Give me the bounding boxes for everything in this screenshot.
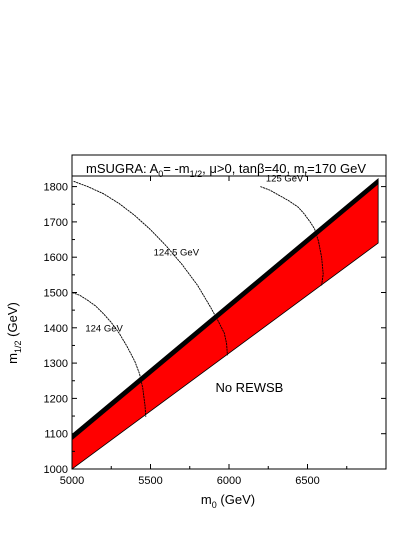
- y-axis-label-main: m: [5, 353, 20, 364]
- x-tick-label: 6000: [217, 475, 241, 487]
- contour-label-3: 125 GeV: [266, 173, 304, 184]
- title-suffix: =170 GeV: [307, 161, 366, 176]
- x-axis-label-unit: (GeV): [217, 492, 255, 507]
- y-axis-label-unit: (GeV): [5, 302, 20, 340]
- y-axis-label-sub: 1/2: [13, 340, 23, 353]
- y-tick-label: 1200: [44, 393, 68, 405]
- x-tick-label: 5000: [60, 475, 84, 487]
- y-tick-label: 1600: [44, 252, 68, 264]
- y-tick-label: 1800: [44, 182, 68, 194]
- title-sub0: 0: [158, 169, 163, 179]
- contour-line-3: [260, 186, 324, 286]
- y-tick-label: 1000: [44, 464, 68, 476]
- chart-title: mSUGRA: A0= -m1/2, μ>0, tanβ=40, mt=170 …: [86, 161, 366, 179]
- y-tick-label: 1300: [44, 358, 68, 370]
- y-tick-label: 1100: [44, 429, 68, 441]
- x-axis-label: m0 (GeV): [201, 492, 255, 510]
- y-tick-label: 1400: [44, 323, 68, 335]
- contour-label-1: 124 GeV: [85, 323, 123, 334]
- title-prefix: mSUGRA: A: [86, 161, 159, 176]
- axes-group: 5000 5500 6000 6500 1000 1100 1200 1300 1400 1500…: [44, 154, 387, 487]
- title-sub2: t: [305, 169, 308, 179]
- y-tick-label: 1700: [44, 217, 68, 229]
- regions-group: [72, 177, 379, 469]
- region-label: No REWSB: [215, 380, 283, 395]
- contour-label-2: 124.5 GeV: [154, 247, 200, 258]
- contours-group: [72, 180, 324, 417]
- y-axis-label: m1/2 (GeV): [5, 302, 23, 364]
- region-boundary-band: [72, 177, 379, 441]
- x-axis-label-sub: 0: [212, 500, 217, 510]
- title-mid1: = -m: [163, 161, 189, 176]
- x-tick-label: 5500: [138, 475, 162, 487]
- contour-labels-group: 124 GeV 124.5 GeV 125 GeV No REWSB: [85, 173, 304, 395]
- y-tick-label: 1500: [44, 287, 68, 299]
- x-tick-label: 6500: [295, 475, 319, 487]
- x-axis-label-main: m: [201, 492, 212, 507]
- title-mid2: , μ>0, tanβ=40, m: [202, 161, 304, 176]
- contour-line-2: [73, 180, 228, 356]
- title-sub1: 1/2: [190, 169, 203, 179]
- contour-line-1: [72, 292, 147, 417]
